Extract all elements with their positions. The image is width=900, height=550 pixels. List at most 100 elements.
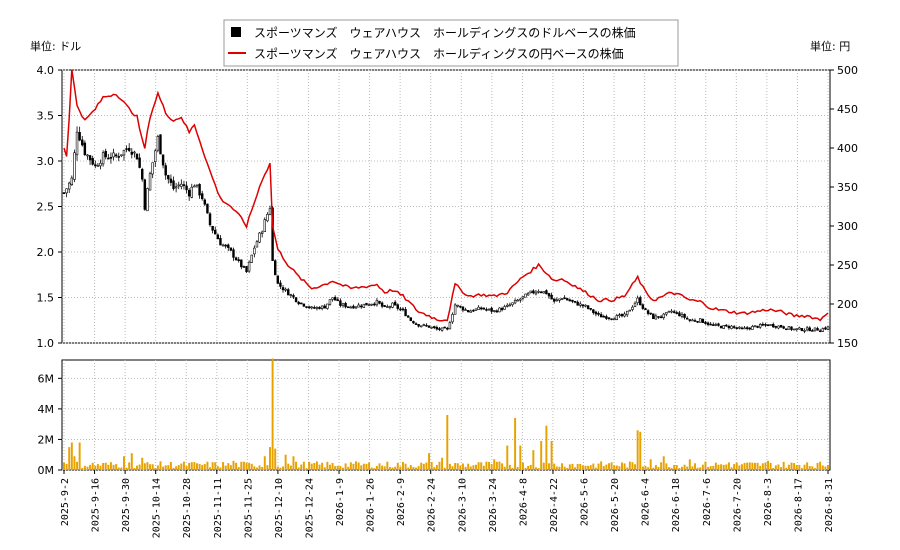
volume-bar (725, 464, 728, 470)
volume-bar (203, 464, 206, 470)
candle-body (425, 324, 428, 327)
candle-body (399, 308, 402, 311)
volume-bar (177, 465, 180, 470)
volume-bar (300, 464, 303, 470)
volume-bar (660, 462, 663, 470)
volume-bar (89, 464, 92, 470)
volume-bar (696, 467, 699, 470)
volume-bar (224, 465, 227, 470)
y-left-tick-label: 2.0 (37, 246, 55, 259)
candle-body (735, 327, 738, 329)
candle-body (341, 303, 345, 307)
candle-body (78, 132, 81, 141)
volume-bar (216, 466, 219, 470)
candle-body (745, 327, 749, 329)
volume-bar (824, 466, 827, 470)
candle-body (427, 325, 431, 328)
volume-bar (579, 463, 582, 470)
candle-body (766, 324, 770, 327)
candle-body (185, 185, 188, 191)
volume-bar (754, 462, 756, 470)
candle-body (719, 325, 723, 329)
candle-body (732, 326, 736, 328)
volume-bar (182, 461, 185, 470)
candle-body (826, 326, 830, 330)
volume-bar (798, 465, 801, 470)
candle-body (328, 299, 332, 305)
candle-body (406, 315, 410, 318)
candle-body (699, 318, 702, 323)
volume-bar (169, 462, 172, 470)
candle-body (422, 324, 426, 326)
candle-body (114, 154, 118, 157)
volume-bar (605, 464, 608, 470)
candle-body (487, 308, 491, 311)
y-left-ticks: 1.0 1.5 2.0 2.5 3.0 3.5 4.0 (37, 64, 62, 350)
candle-body (670, 310, 673, 313)
x-tick-label: 2026-4-22 (549, 478, 560, 532)
candle-body (474, 308, 478, 311)
volume-bar (469, 466, 472, 470)
volume-bar (498, 461, 501, 470)
volume-bar (344, 463, 347, 470)
volume-ticks: 0M 2M 4M 6M (38, 372, 62, 477)
volume-bar (378, 463, 381, 470)
candle-body (229, 247, 233, 251)
candle-body (164, 165, 167, 176)
volume-bar (722, 464, 725, 470)
candle-body (315, 306, 319, 309)
candle-body (592, 309, 595, 313)
y-left-tick-label: 3.5 (37, 110, 55, 123)
candle-body (99, 162, 102, 167)
volume-bar (253, 466, 256, 470)
volume-bar (490, 463, 493, 470)
candle-body (498, 307, 501, 313)
candle-body (344, 302, 347, 308)
volume-bar (521, 462, 524, 470)
candle-body (774, 326, 778, 328)
y-left-unit-label: 単位: ドル (30, 39, 81, 53)
candle-body (795, 328, 798, 330)
volume-bar (185, 466, 188, 470)
x-tick-label: 2025-9-16 (91, 478, 102, 532)
volume-bar (615, 465, 618, 470)
candle-body (521, 296, 525, 299)
candle-body (240, 259, 243, 268)
volume-bar (519, 445, 522, 470)
candle-body (503, 306, 506, 310)
volume-bar (524, 467, 527, 470)
candle-body (573, 300, 577, 303)
volume-tick-label: 0M (38, 464, 55, 477)
candle-body (177, 184, 180, 187)
volume-bar (441, 457, 444, 470)
candle-body (174, 186, 178, 189)
volume-bar (396, 462, 399, 470)
candle-body (310, 306, 313, 309)
volume-bar (446, 415, 449, 470)
candle-body (579, 303, 582, 306)
candle-body (704, 321, 707, 324)
candle-body (816, 328, 819, 331)
volume-bar (790, 462, 793, 470)
candle-body (154, 150, 157, 162)
volume-bar (362, 463, 365, 470)
candle-body (300, 302, 303, 305)
volume-bar (271, 358, 274, 470)
candle-body (305, 306, 308, 308)
volume-bar (511, 467, 514, 470)
volume-bar (78, 442, 81, 470)
volume-bar (65, 463, 68, 470)
volume-bar (673, 464, 676, 470)
candle-body (141, 168, 144, 180)
candle-body (96, 165, 100, 167)
candle-body (685, 317, 689, 320)
x-tick-label: 2026-5-6 (580, 478, 591, 526)
volume-bar (250, 463, 253, 470)
candle-body (182, 184, 186, 186)
x-tick-label: 2026-8-3 (763, 478, 774, 526)
candle-body (615, 315, 619, 320)
candle-body (461, 306, 465, 311)
legend-entry-jpy: スポーツマンズ ウェアハウス ホールディングスの円ベースの株価 (254, 46, 624, 61)
candle-body (581, 304, 585, 307)
volume-bar (641, 466, 644, 470)
